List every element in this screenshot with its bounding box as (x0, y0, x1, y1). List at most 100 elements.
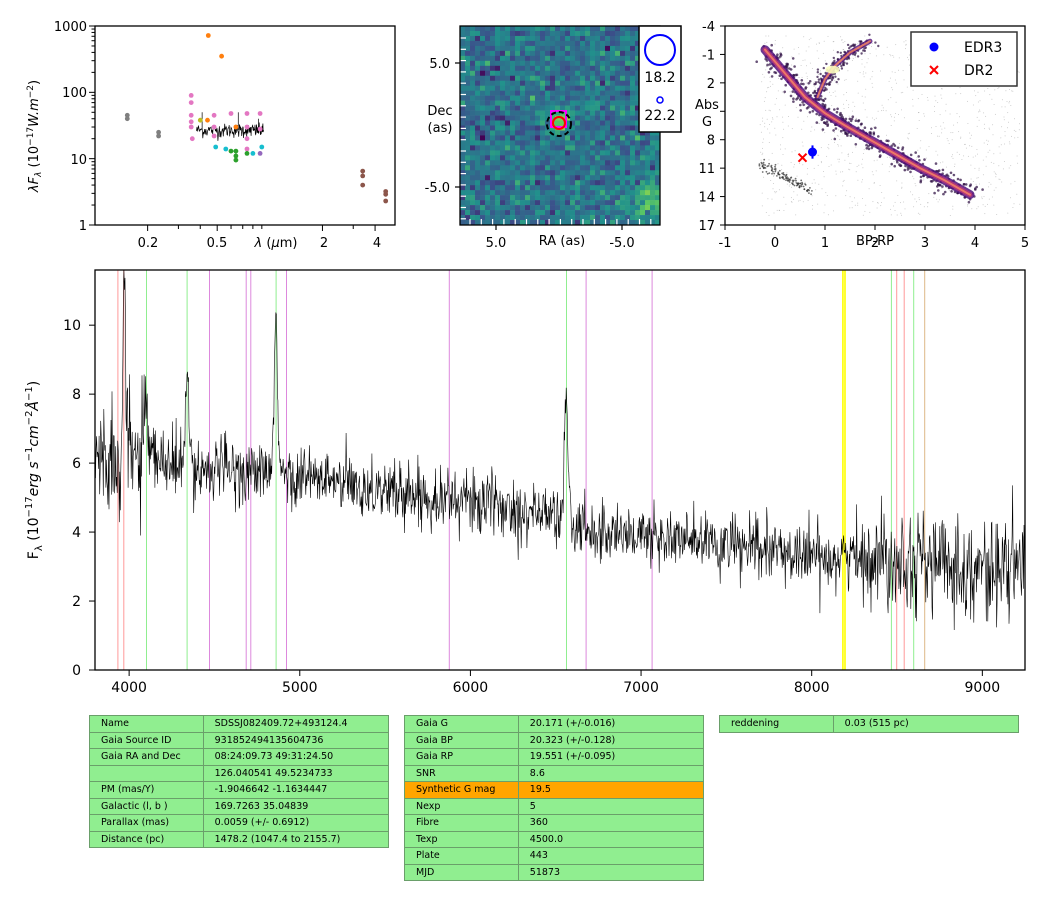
info-table-1-value: 169.7263 35.04839 (202, 797, 390, 815)
sed-ytick-1000: 1000 (54, 20, 87, 35)
spectrum-xtick-label: 4000 (111, 680, 147, 696)
info-table-1-value: 931852494135604736 (202, 731, 390, 749)
info-table-3-value: 0.03 (515 pc) (832, 715, 1020, 733)
info-table-1-key: Parallax (mas) (89, 814, 204, 832)
info-table-1-row: 126.040541 49.5234733 (89, 764, 390, 782)
sed-point (244, 146, 250, 152)
cmd-ytick-label: 11 (698, 162, 715, 177)
spectrum-line (94, 269, 1026, 631)
sed-point (189, 136, 195, 142)
info-table-1-key: Distance (pc) (89, 830, 204, 848)
sed-point (233, 157, 239, 163)
image-xtick-5: 5.0 (486, 236, 507, 251)
sed-point (244, 136, 250, 142)
sed-point (257, 151, 263, 156)
sed-xlabel: λ (μm) (254, 236, 298, 251)
info-table-2-key: SNR (404, 764, 519, 782)
sed-point (197, 117, 203, 123)
info-table-2-key: Fibre (404, 814, 519, 832)
cmd-ytick-label: -1 (702, 48, 715, 63)
info-table-1-value: 126.040541 49.5234733 (202, 764, 390, 782)
info-table-2-row: Synthetic G mag 19.5 (404, 781, 705, 799)
spectrum-xtick-label: 7000 (623, 680, 659, 696)
info-table-1-row: PM (mas/Y) -1.9046642 -1.1634447 (89, 781, 390, 799)
target-dashed-circle (546, 111, 572, 137)
image-xlabel: RA (as) (539, 234, 585, 249)
info-table-1: Name SDSSJ082409.72+493124.4 Gaia Source I… (89, 715, 390, 848)
cmd-density (755, 33, 1021, 216)
cmd-ticks: -1 0 1 2 3 4 5 -4 -1 2 8 11 14 17 (698, 20, 1029, 251)
image-ytick-m5: -5.0 (425, 181, 450, 196)
spectrum-xtick-label: 9000 (965, 680, 1001, 696)
sed-xtick-4: 4 (373, 236, 381, 251)
cmd-xtick-label: -1 (719, 236, 732, 251)
sed-point (228, 148, 234, 154)
sed-point (259, 144, 265, 150)
sed-point (223, 146, 229, 152)
spectrum-ytick-label: 8 (72, 387, 81, 403)
info-table-1-row: Name SDSSJ082409.72+493124.4 (89, 715, 390, 733)
sed-ylabel: λFλ (10−17W.m−2) (26, 80, 44, 193)
mag-legend-big-circle (644, 34, 676, 66)
dr2-point (797, 153, 808, 163)
info-table-1-row: Gaia RA and Dec 08:24:09.73 49:31:24.50 (89, 748, 390, 766)
cmd-xtick-label: 4 (971, 236, 979, 251)
info-table-1-key: Gaia Source ID (89, 731, 204, 749)
sed-point (188, 93, 194, 98)
info-table-2-row: Plate 443 (404, 847, 705, 865)
sed-spectrum-overlay (196, 122, 264, 141)
cmd-xtick-label: 5 (1021, 236, 1029, 251)
info-table-2-value: 5 (517, 797, 705, 815)
sed-point (213, 144, 219, 150)
info-table-2-value: 51873 (517, 863, 705, 881)
sed-point (211, 133, 217, 139)
info-table-1-key: PM (mas/Y) (89, 781, 204, 799)
legend-edr3-marker (929, 42, 939, 52)
info-table-2-row: Nexp 5 (404, 797, 705, 815)
sed-point (244, 124, 250, 130)
legend-dr2-label: DR2 (964, 63, 993, 79)
info-table-2-value: 8.6 (517, 764, 705, 782)
sed-point (188, 112, 194, 118)
info-table-2-key: MJD (404, 863, 519, 881)
mag-legend-box (638, 25, 682, 133)
info-table-2-key: Nexp (404, 797, 519, 815)
info-table-2-value: 20.323 (+/-0.128) (517, 731, 705, 749)
info-table-1-key: Name (89, 715, 204, 733)
sed-point (228, 111, 234, 116)
sed-point (244, 151, 250, 156)
sed-ytick-100: 100 (62, 86, 87, 101)
sed-point (233, 148, 239, 154)
info-table-2-key: Gaia G (404, 715, 519, 733)
info-table-1-value: 0.0059 (+/- 0.6912) (202, 814, 390, 832)
sed-point (188, 124, 194, 130)
sed-point (219, 53, 225, 59)
cmd-legend-box (910, 31, 1018, 87)
info-table-1-value: 1478.2 (1047.4 to 2155.7) (202, 830, 390, 848)
spectrum-ytick-label: 4 (72, 525, 81, 541)
sed-point (383, 198, 389, 204)
spectrum-ytick-label: 10 (63, 318, 81, 334)
image-ylabel-2: (as) (428, 121, 453, 136)
info-table-3: reddening 0.03 (515 pc) (719, 715, 1020, 733)
sed-point (360, 182, 366, 188)
info-table-1-row: Gaia Source ID 931852494135604736 (89, 731, 390, 749)
sed-ytick-10: 10 (70, 153, 87, 168)
mag-legend-bright: 18.2 (644, 70, 675, 86)
info-table-2-key: Plate (404, 847, 519, 865)
sed-point (250, 151, 256, 156)
cmd-ytick-label: 14 (698, 191, 715, 206)
cmd-xtick-label: 0 (771, 236, 779, 251)
sed-point (205, 33, 211, 38)
sed-point (360, 168, 366, 174)
cmd-ytick-label: 8 (707, 134, 715, 149)
sed-point (156, 133, 162, 139)
sed-point (244, 111, 250, 116)
info-table-2-value: 19.5 (517, 781, 705, 799)
cmd-xtick-label: 3 (921, 236, 929, 251)
sed-point (124, 112, 130, 118)
spectrum-xtick-label: 8000 (794, 680, 830, 696)
info-table-1-row: Galactic (l, b ) 169.7263 35.04839 (89, 797, 390, 815)
info-table-2-row: Fibre 360 (404, 814, 705, 832)
sed-point (188, 100, 194, 105)
